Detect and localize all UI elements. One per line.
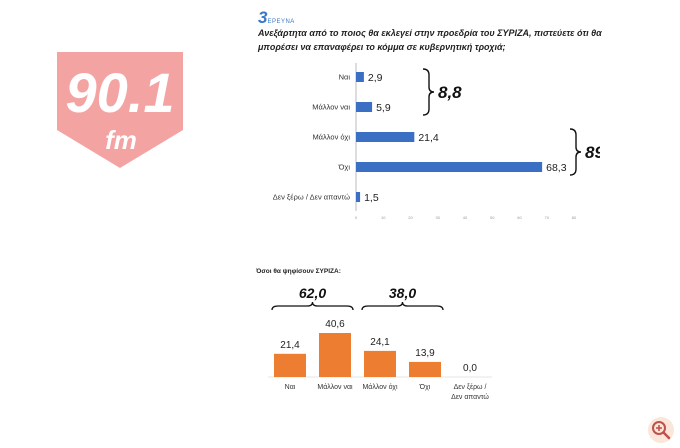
chart1-tick-label: 60 (517, 215, 522, 220)
logo-shield (57, 52, 183, 168)
chart2-category-label: Δεν ξέρω / Δεν απαντώ (451, 383, 489, 401)
chart1-svg: 0 10 20 30 40 50 60 70 80 Ναι 2,9 Μάλλον ναι 5,9 Μάλλ… (273, 63, 620, 220)
chart2-value-label: 40,6 (325, 319, 345, 330)
logo-number: 90.1 (66, 61, 175, 124)
chart-horizontal-bars: 0 10 20 30 40 50 60 70 80 Ναι 2,9 Μάλλον ναι 5,9 Μάλλ… (240, 58, 620, 233)
chart1-value-label: 5,9 (376, 102, 391, 114)
chart2-bar (409, 361, 441, 377)
chart1-category-label: Δεν ξέρω / Δεν απαντώ (273, 193, 350, 202)
chart1-tick-label: 70 (545, 215, 550, 220)
chart1-group-brace (422, 68, 435, 116)
chart1-tick-label: 50 (490, 215, 495, 220)
chart1-category-label: Μάλλον όχι (312, 133, 350, 142)
pollster-logo-word: ΕΡΕΥΝΑ (267, 19, 295, 25)
chart1-tick-label: 40 (463, 215, 468, 220)
chart2-value-label: 21,4 (280, 340, 300, 351)
chart2-group-brace (271, 301, 354, 311)
chart2-value-label: 24,1 (370, 337, 390, 348)
chart2-category-label: Ναι (285, 384, 296, 391)
chart1-bar (356, 132, 415, 142)
chart1-tick-label: 10 (381, 215, 386, 220)
chart2-bar (364, 350, 396, 377)
chart2-svg: 21,4 Ναι 40,6 Μάλλον ναι 24,1 Μάλλον όχι 13,9 Ό… (268, 285, 492, 401)
chart2-group-total: 38,0 (389, 285, 416, 301)
chart2-group-brace (361, 301, 444, 311)
chart1-category-label: Όχι (338, 163, 351, 172)
chart1-value-label: 21,4 (418, 132, 439, 144)
chart2-category-label: Μάλλον ναι (317, 383, 353, 391)
chart2-value-label: 13,9 (415, 348, 435, 359)
chart2-category-label-line: Δεν απαντώ (451, 393, 489, 401)
chart1-group-total: 89,7 (585, 143, 600, 162)
chart1-group-total: 8,8 (438, 83, 462, 102)
chart1-group-brace (569, 128, 582, 176)
chart1-bar (356, 102, 373, 112)
chart1-tick-label: 0 (355, 215, 358, 220)
pollster-logo-number: 3 (258, 8, 268, 27)
logo-fm: fm (105, 125, 137, 155)
chart2-title: Όσοι θα ψηφίσουν ΣΥΡΙΖΑ: (256, 268, 341, 275)
chart2-value-label: 0,0 (463, 363, 477, 374)
zoom-in-icon (652, 421, 671, 440)
chart2-category-label: Όχι (419, 384, 431, 391)
survey-question: Ανεξάρτητα από το ποιος θα εκλεγεί στην … (258, 28, 602, 52)
chart2-group-total: 62,0 (299, 285, 326, 301)
chart1-value-label: 68,3 (546, 162, 567, 174)
chart1-value-label: 1,5 (364, 192, 379, 204)
chart1-bar (356, 162, 543, 172)
pollster-logo: 3ΕΡΕΥΝΑ (258, 8, 295, 28)
chart2-category-label: Μάλλον όχι (362, 383, 397, 391)
zoom-button[interactable] (648, 417, 674, 443)
chart1-tick-label: 30 (436, 215, 441, 220)
chart1-category-label: Ναι (339, 73, 351, 82)
chart2-bar (319, 333, 351, 377)
chart1-tick-label: 80 (572, 215, 577, 220)
chart1-bar (356, 72, 364, 82)
chart2-category-label-line: Δεν ξέρω / (454, 383, 487, 391)
chart1-category-label: Μάλλον ναι (312, 103, 350, 112)
chart2-bar (274, 353, 306, 377)
radio-logo: 90.1 fm (55, 52, 185, 170)
chart1-value-label: 2,9 (368, 72, 383, 84)
chart1-bar (356, 192, 361, 202)
chart1-tick-label: 20 (408, 215, 413, 220)
chart-vertical-bars: 21,4 Ναι 40,6 Μάλλον ναι 24,1 Μάλλον όχι 13,9 Ό… (260, 276, 500, 411)
